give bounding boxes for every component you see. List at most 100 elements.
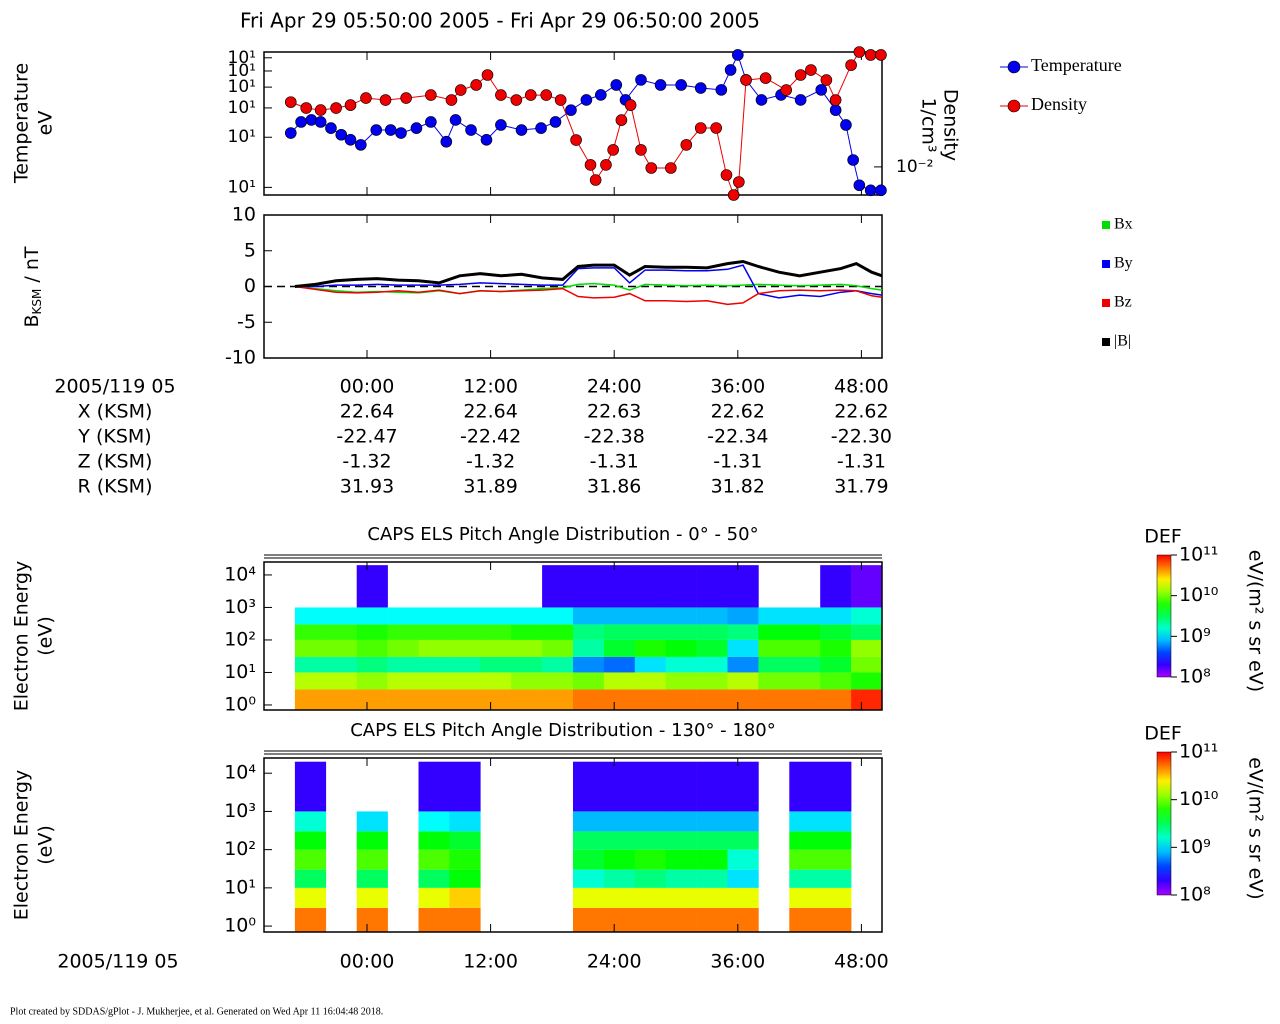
heatmap-cell [851,672,883,690]
legend-marker [1007,60,1021,74]
heatmap-cell [789,607,821,625]
footer: Plot created by SDDAS/gPlot - J. Mukherj… [10,1006,383,1017]
legend-label: By [1114,255,1133,272]
heatmap-cell [727,689,759,710]
marker [335,128,348,141]
marker [379,94,392,106]
legend-swatch [1102,338,1110,346]
y-tick-label: 10⁴ [224,762,256,784]
heatmap-cell [387,607,419,625]
heatmap-cell [325,607,357,625]
heatmap-cell [387,689,419,710]
heatmap-cell [418,761,450,812]
y2-axis-label: 1/cm³ [918,97,940,152]
heatmap-cell [851,656,883,673]
heatmap-cell [325,639,357,657]
marker [515,124,528,136]
heatmap-cell [542,656,574,673]
heatmap-cell [789,761,821,812]
heatmap-cell [356,672,388,690]
colorbar-tick-label: 10⁸ [1179,884,1211,906]
marker [480,134,493,146]
marker [853,179,866,192]
marker [495,119,507,131]
heatmap-cell [325,656,357,673]
heatmap-cell [603,869,636,888]
ephemeris-value: -22.34 [707,426,768,448]
heatmap-cell [418,689,450,710]
heatmap-cell [665,869,697,888]
y-axis-label: eV [35,111,57,136]
marker [295,116,307,128]
ephemeris-value: 31.82 [711,476,765,498]
heatmap-cell [480,672,512,690]
heatmap-cell [294,607,327,625]
heatmap-cell [820,656,852,673]
heatmap-cell [294,761,327,812]
ephemeris-value: 31.86 [587,476,641,498]
y-tick-label: 10⁴ [224,563,256,585]
legend-label: Density [1031,94,1087,114]
marker [829,94,842,106]
y-tick-label: 10¹ [228,98,256,118]
ephemeris-value: 31.89 [463,476,517,498]
ephemeris-value: 22.62 [711,401,765,423]
heatmap-cell [356,624,388,640]
x-tick-label: 48:00 [834,951,889,973]
series-line [294,285,883,306]
marker [853,46,866,58]
heatmap-cell [727,672,759,690]
heatmap-cell [820,607,852,625]
heatmap-cell [634,639,666,657]
y-axis-label: BKSM / nT [21,246,44,327]
x-tick-label: 12:00 [463,376,518,398]
heatmap-cell [820,811,852,832]
heatmap-cell [449,869,481,888]
heatmap-cell [696,831,728,850]
marker [780,84,793,96]
heatmap-cell [727,761,759,812]
heatmap-cell [727,811,759,832]
ephemeris-label: Y (KSM) [77,426,151,448]
heatmap-cell [696,869,728,888]
heatmap-cell [449,624,481,640]
heatmap-cell [387,656,419,673]
heatmap-cell [480,639,512,657]
x-tick-label: 24:00 [587,951,642,973]
heatmap-cell [789,656,821,673]
heatmap-cell [294,624,327,640]
x-tick-label: 00:00 [340,376,395,398]
marker [580,94,593,106]
heatmap-cell [573,689,605,710]
heatmap-cell [294,887,327,908]
heatmap-cell [820,849,852,870]
heatmap-cell [418,887,450,908]
heatmap-cell [573,907,605,932]
marker [325,122,337,134]
y-tick-label: 10¹ [228,48,256,68]
marker [565,104,577,116]
heatmap-cell [789,624,821,640]
x-tick-label: 12:00 [463,951,518,973]
heatmap-cell [511,639,543,657]
ephemeris-value: 22.63 [587,401,641,423]
heatmap-cell [573,565,605,608]
ephemeris-label: X (KSM) [78,401,153,423]
heatmap-cell [356,831,388,850]
heatmap-cell [449,907,481,932]
heatmap-cell [573,849,605,870]
marker [395,127,407,139]
colorbar-tick-label: 10⁹ [1179,625,1211,647]
heatmap-cell [789,639,821,657]
heatmap-cell [480,656,512,673]
marker [731,49,744,61]
marker [710,122,722,134]
marker [445,94,458,106]
heatmap-cell [603,672,636,690]
heatmap-cell [449,831,481,850]
ephemeris-value: -1.31 [837,451,886,473]
ephemeris-value: -22.42 [460,426,521,448]
heatmap-cell [727,656,759,673]
y-tick-label: 10¹ [224,876,256,898]
heatmap-cell [727,639,759,657]
